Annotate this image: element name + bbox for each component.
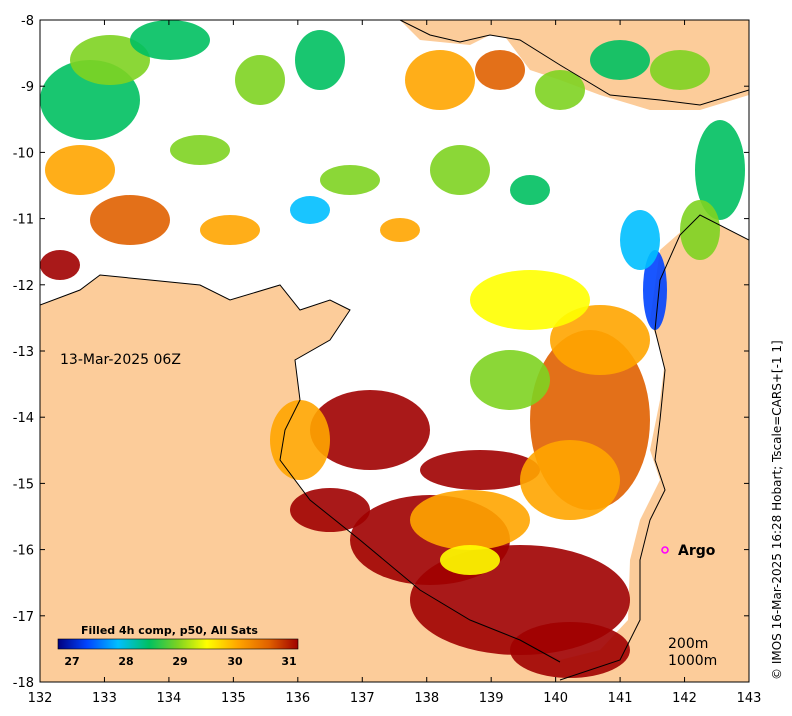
sst-patch: [650, 50, 710, 90]
sst-patch: [680, 200, 720, 260]
sst-patch: [535, 70, 585, 110]
map-plot-area: [40, 20, 749, 682]
sst-patch: [620, 210, 660, 270]
sst-patch: [40, 250, 80, 280]
coastline-cape-york: [559, 214, 749, 681]
x-tick-label: 134: [156, 691, 181, 706]
cape-york-land: [560, 215, 749, 682]
sst-patch: [380, 218, 420, 242]
date-label: 13-Mar-2025 06Z: [60, 352, 181, 368]
coastline: [40, 274, 561, 663]
colorbar-tick-28: 28: [118, 655, 133, 668]
sst-patch: [70, 35, 150, 85]
axis-ticks: 132 133 134 135 136 137 138 139 140 141 142 143 -8 -9…: [13, 14, 762, 706]
sst-patch: [475, 50, 525, 90]
x-tick-label: 136: [285, 691, 310, 706]
y-tick-label: -17: [13, 610, 34, 625]
sst-patch: [290, 488, 370, 532]
x-tick-label: 133: [92, 691, 117, 706]
sst-patch: [290, 196, 330, 224]
sst-patch: [45, 145, 115, 195]
sst-patch: [405, 50, 475, 110]
arnhem-land: [40, 275, 560, 682]
y-tick-label: -12: [13, 279, 34, 294]
y-tick-label: -8: [21, 14, 34, 29]
sst-patch: [510, 175, 550, 205]
depth-label-1000m: 1000m: [668, 653, 717, 669]
y-tick-label: -9: [21, 80, 34, 95]
argo-marker-icon[interactable]: [661, 546, 669, 554]
sst-patch: [440, 545, 500, 575]
x-tick-label: 143: [737, 691, 762, 706]
sst-patch: [643, 250, 667, 330]
sst-patch: [510, 622, 630, 678]
colorbar: Filled 4h comp, p50, All Sats 27 28 29 3…: [57, 624, 299, 668]
sst-patch: [270, 400, 330, 480]
credit-text: © IMOS 16-Mar-2025 16:28 Hobart; Tscale=…: [770, 340, 784, 680]
y-tick-label: -13: [13, 345, 34, 360]
sst-patch: [310, 390, 430, 470]
sst-patch: [90, 195, 170, 245]
coastline-png: [399, 20, 749, 106]
sst-patch: [470, 270, 590, 330]
y-tick-label: -11: [13, 213, 34, 228]
colorbar-tick-29: 29: [172, 655, 187, 668]
sst-patch: [130, 20, 210, 60]
y-tick-label: -10: [13, 146, 34, 161]
sst-patch: [470, 350, 550, 410]
sst-patch: [235, 55, 285, 105]
sst-patch: [295, 30, 345, 90]
sst-patch: [320, 165, 380, 195]
y-tick-label: -14: [13, 411, 34, 426]
sst-patch: [520, 440, 620, 520]
x-tick-label: 141: [608, 691, 633, 706]
x-tick-label: 137: [350, 691, 375, 706]
y-tick-label: -16: [13, 544, 34, 559]
colorbar-tick-31: 31: [281, 655, 296, 668]
sst-data-layer: [40, 20, 745, 678]
sst-patch: [550, 305, 650, 375]
argo-label: Argo: [678, 543, 716, 559]
x-tick-label: 135: [221, 691, 246, 706]
sst-patch: [420, 450, 540, 490]
sst-patch: [410, 490, 530, 550]
sst-patch: [170, 135, 230, 165]
sst-patch: [695, 120, 745, 220]
x-tick-label: 138: [414, 691, 439, 706]
y-tick-label: -15: [13, 477, 34, 492]
y-tick-label: -18: [13, 676, 34, 691]
colorbar-bar: [57, 638, 299, 650]
x-tick-label: 140: [543, 691, 568, 706]
x-tick-label: 132: [28, 691, 53, 706]
sst-patch: [590, 40, 650, 80]
colorbar-tick-30: 30: [227, 655, 243, 668]
sst-patch: [430, 145, 490, 195]
x-tick-label: 142: [672, 691, 697, 706]
colorbar-tick-27: 27: [64, 655, 79, 668]
colorbar-title: Filled 4h comp, p50, All Sats: [81, 624, 258, 637]
depth-label-200m: 200m: [668, 636, 708, 652]
sst-patch: [200, 215, 260, 245]
x-tick-label: 139: [479, 691, 504, 706]
